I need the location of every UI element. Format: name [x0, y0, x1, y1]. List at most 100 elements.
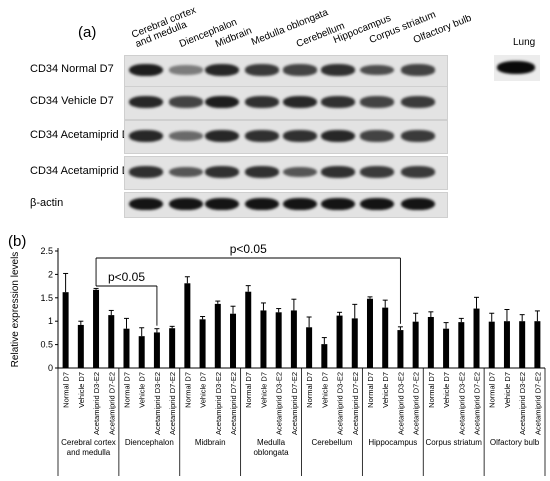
blot-row-label: CD34 Acetamiprid D3-E2 [30, 129, 153, 141]
blot-band [283, 197, 317, 211]
bar [123, 328, 130, 368]
bar-label: Acetamiprid D7-E2 [107, 372, 116, 435]
blot-row-label: CD34 Acetamiprid D7-E2 [30, 165, 153, 177]
blot-band [360, 130, 394, 142]
bar-label: Acetamiprid D3-E2 [336, 372, 345, 435]
blot-band [401, 197, 435, 211]
y-tick-label: 0.5 [40, 340, 53, 350]
blot-band [129, 129, 163, 143]
bar [306, 327, 313, 368]
bar [153, 332, 160, 368]
bar [443, 328, 450, 368]
bar [382, 307, 389, 368]
blot-band [283, 166, 317, 178]
bar-label: Vehicle D7 [199, 372, 208, 408]
bar-label: Acetamiprid D3-E2 [518, 372, 527, 435]
panel-b-label: (b) [8, 233, 27, 250]
bar-label: Acetamiprid D7-E2 [229, 372, 238, 435]
bar [427, 316, 434, 368]
bar [214, 303, 221, 368]
blot-band-lung [497, 61, 535, 74]
y-tick-label: 2.5 [40, 246, 53, 256]
group-label: Corpus striatum [425, 438, 482, 447]
group-label-line: and medulla [67, 448, 111, 457]
group-label-line: Hippocampus [368, 438, 417, 447]
bar-label: Acetamiprid D3-E2 [457, 372, 466, 435]
blot-band [360, 96, 394, 108]
blot-column-label: Lung [513, 37, 536, 48]
group-label-line: Diencephalon [125, 438, 174, 447]
bar [199, 319, 206, 368]
bar [321, 344, 328, 368]
bar-label: Normal D7 [488, 372, 497, 408]
blot-band [321, 96, 355, 108]
blot-band [360, 197, 394, 211]
blot-band [321, 129, 355, 143]
group-label: Cerebellum [311, 438, 352, 447]
blot-band [205, 166, 239, 178]
bar [260, 310, 267, 368]
y-tick-label: 1.5 [40, 293, 53, 303]
bar-label: Acetamiprid D3-E2 [275, 372, 284, 435]
group-label: Hippocampus [368, 438, 417, 447]
group-label-line: Midbrain [195, 438, 226, 447]
bar [108, 315, 115, 368]
group-label: Medulla oblongata [253, 438, 289, 457]
bar [534, 321, 541, 368]
blot-band [169, 65, 203, 75]
bar [184, 283, 191, 368]
bar [138, 336, 145, 368]
blot-band [129, 166, 163, 178]
bar [366, 298, 373, 368]
blot-band [129, 63, 163, 77]
bar [336, 315, 343, 368]
blot-band [245, 197, 279, 211]
bar-label: Vehicle D7 [381, 372, 390, 408]
group-label: Diencephalon [125, 438, 174, 447]
bar-label: Normal D7 [62, 372, 71, 408]
blot-band [283, 130, 317, 142]
bar-label: Vehicle D7 [442, 372, 451, 408]
group-label-line: Medulla [257, 438, 286, 447]
bar [351, 318, 358, 368]
blot-band [401, 130, 435, 142]
blot-band [283, 95, 317, 109]
bar [77, 324, 84, 368]
bar-label: Vehicle D7 [320, 372, 329, 408]
bar [245, 291, 252, 368]
blot-band [169, 131, 203, 141]
bar [473, 308, 480, 368]
bar-label: Acetamiprid D3-E2 [153, 372, 162, 435]
significance-label: p<0.05 [230, 242, 267, 256]
blot-band [283, 64, 317, 76]
blot-band [245, 166, 279, 178]
bar-label: Vehicle D7 [259, 372, 268, 408]
blot-band [245, 96, 279, 108]
group-label-line: Cerebral cortex [61, 438, 116, 447]
bar-label: Acetamiprid D7-E2 [473, 372, 482, 435]
bar [275, 312, 282, 368]
group-label-line: Corpus striatum [425, 438, 482, 447]
bar [412, 321, 419, 368]
blot-band [169, 96, 203, 108]
bar [519, 321, 526, 368]
blot-band [245, 64, 279, 76]
y-tick-label: 0 [48, 363, 53, 373]
blot-band [401, 64, 435, 76]
blot-band [321, 197, 355, 211]
bar-label: Vehicle D7 [503, 372, 512, 408]
blot-band [205, 197, 239, 211]
group-label-line: Olfactory bulb [490, 438, 540, 447]
bar-label: Normal D7 [244, 372, 253, 408]
blot-band [205, 129, 239, 143]
bar-label: Normal D7 [366, 372, 375, 408]
bar-label: Acetamiprid D7-E2 [168, 372, 177, 435]
blot-band [129, 197, 163, 211]
bar-label: Vehicle D7 [77, 372, 86, 408]
group-label-line: Cerebellum [311, 438, 352, 447]
bar [458, 322, 465, 368]
blot-band [360, 166, 394, 178]
bar-label: Normal D7 [427, 372, 436, 408]
bar-label: Acetamiprid D7-E2 [412, 372, 421, 435]
blot-band [321, 166, 355, 178]
